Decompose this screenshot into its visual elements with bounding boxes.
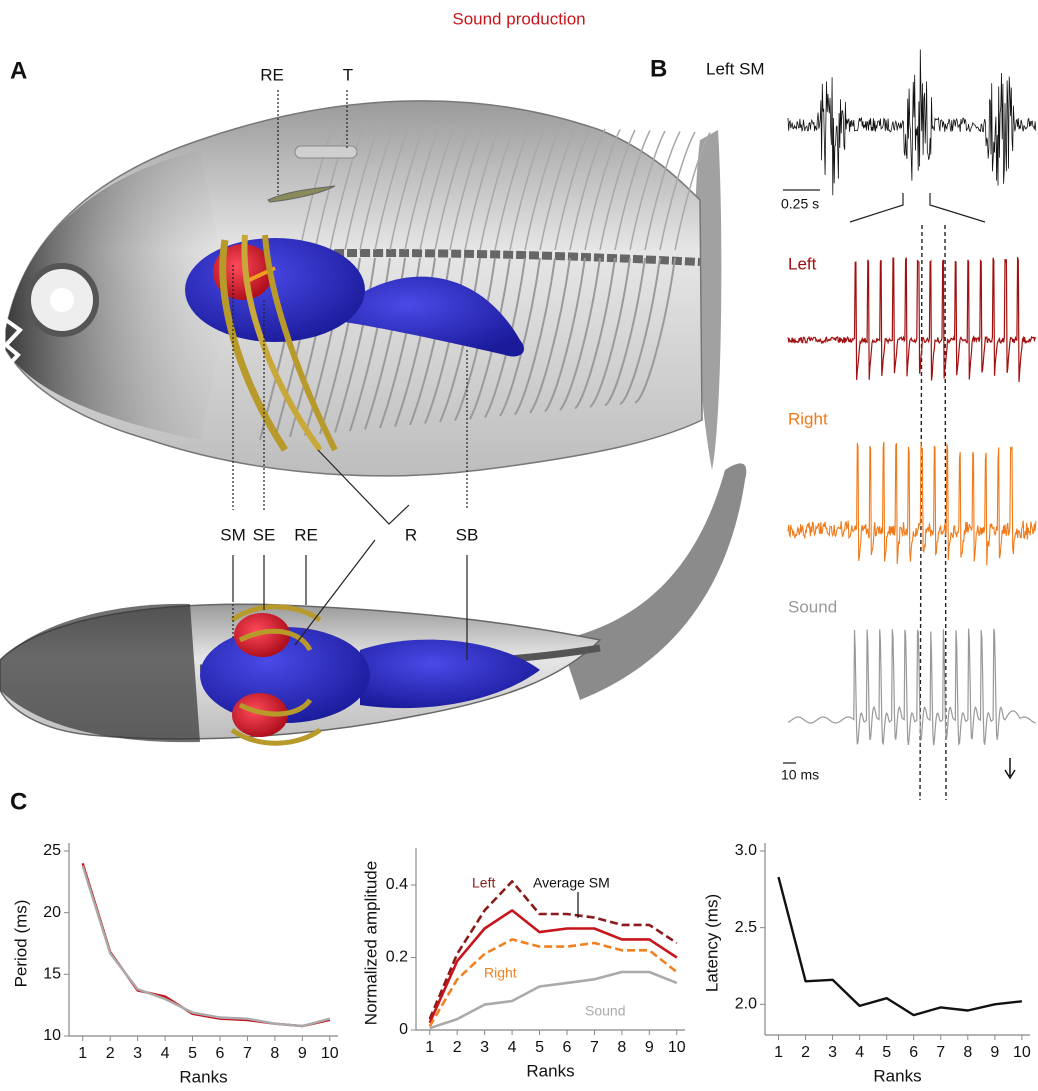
- y-tick-label: 20: [43, 904, 61, 921]
- y-axis-label: Normalized amplitude: [361, 861, 380, 1025]
- x-axis-label: Ranks: [526, 1061, 574, 1080]
- x-tick-label: 4: [161, 1045, 170, 1062]
- fish-lateral: [6, 101, 721, 476]
- x-axis-label: Ranks: [873, 1066, 921, 1085]
- trace-label: Left SM: [706, 59, 765, 78]
- y-tick-label: 0.4: [386, 876, 408, 893]
- x-tick-label: 9: [298, 1045, 307, 1062]
- scale-bar-label: 10 ms: [781, 767, 819, 783]
- panel-label: A: [10, 57, 27, 84]
- waveform: [788, 629, 1036, 746]
- x-tick-label: 6: [909, 1044, 918, 1061]
- x-tick-label: 10: [321, 1045, 339, 1062]
- trace-label: Left: [788, 254, 817, 273]
- x-tick-label: 2: [106, 1045, 115, 1062]
- figure-title: Sound production: [452, 9, 585, 28]
- x-tick-label: 7: [590, 1039, 599, 1056]
- series-line: [430, 972, 677, 1028]
- x-tick-label: 6: [216, 1045, 225, 1062]
- waveform: [788, 257, 1036, 382]
- series-label: Left: [472, 875, 495, 891]
- panel-label: B: [650, 55, 667, 82]
- y-tick-label: 2.0: [735, 996, 757, 1013]
- x-tick-label: 8: [963, 1044, 972, 1061]
- x-tick-label: 1: [774, 1044, 783, 1061]
- x-tick-label: 4: [508, 1039, 517, 1056]
- waveform: [788, 442, 1036, 565]
- x-tick-label: 5: [882, 1044, 891, 1061]
- anatomy-label: SE: [253, 525, 276, 544]
- x-axis-label: Ranks: [179, 1067, 227, 1086]
- x-tick-label: 10: [668, 1039, 686, 1056]
- y-tick-label: 0: [399, 1021, 408, 1038]
- series-line: [83, 863, 330, 1026]
- x-tick-label: 5: [535, 1039, 544, 1056]
- panel-label: C: [10, 788, 27, 815]
- x-tick-label: 7: [243, 1045, 252, 1062]
- scale-bar-label: 0.25 s: [781, 196, 819, 212]
- x-tick-label: 9: [645, 1039, 654, 1056]
- y-tick-label: 0.2: [386, 949, 408, 966]
- anatomy-label: SB: [456, 525, 479, 544]
- x-tick-label: 9: [990, 1044, 999, 1061]
- series-label: Sound: [585, 1003, 625, 1019]
- anatomy-label: RE: [294, 525, 318, 544]
- x-tick-label: 3: [133, 1045, 142, 1062]
- series-label: Right: [484, 965, 517, 981]
- series-line: [430, 910, 677, 1022]
- anatomy-label: R: [405, 525, 417, 544]
- x-tick-label: 1: [425, 1039, 434, 1056]
- series-label: Average SM: [533, 875, 610, 891]
- x-tick-label: 10: [1013, 1044, 1031, 1061]
- waveform: [788, 50, 1036, 196]
- y-tick-label: 2.5: [735, 919, 757, 936]
- x-tick-label: 5: [188, 1045, 197, 1062]
- x-tick-label: 6: [563, 1039, 572, 1056]
- x-tick-label: 3: [828, 1044, 837, 1061]
- x-tick-label: 1: [78, 1045, 87, 1062]
- y-tick-label: 10: [43, 1027, 61, 1044]
- anatomy-label: SM: [220, 525, 246, 544]
- trace-label: Sound: [788, 597, 837, 616]
- x-tick-label: 2: [801, 1044, 810, 1061]
- y-tick-label: 15: [43, 966, 61, 983]
- y-axis-label: Latency (ms): [702, 894, 721, 992]
- x-tick-label: 8: [617, 1039, 626, 1056]
- y-axis-label: Period (ms): [11, 900, 30, 988]
- figure: Sound production A B C: [0, 0, 1038, 1091]
- x-tick-label: 4: [855, 1044, 864, 1061]
- y-tick-label: 25: [43, 842, 61, 859]
- series-line: [83, 866, 330, 1026]
- y-tick-label: 3.0: [735, 842, 757, 859]
- x-tick-label: 2: [453, 1039, 462, 1056]
- fish-dorsal: [0, 463, 746, 743]
- x-tick-label: 8: [270, 1045, 279, 1062]
- series-line: [779, 877, 1022, 1015]
- anatomy-label: T: [343, 65, 353, 84]
- trace-label: Right: [788, 409, 828, 428]
- anatomy-label: RE: [260, 65, 284, 84]
- x-tick-label: 3: [480, 1039, 489, 1056]
- x-tick-label: 7: [936, 1044, 945, 1061]
